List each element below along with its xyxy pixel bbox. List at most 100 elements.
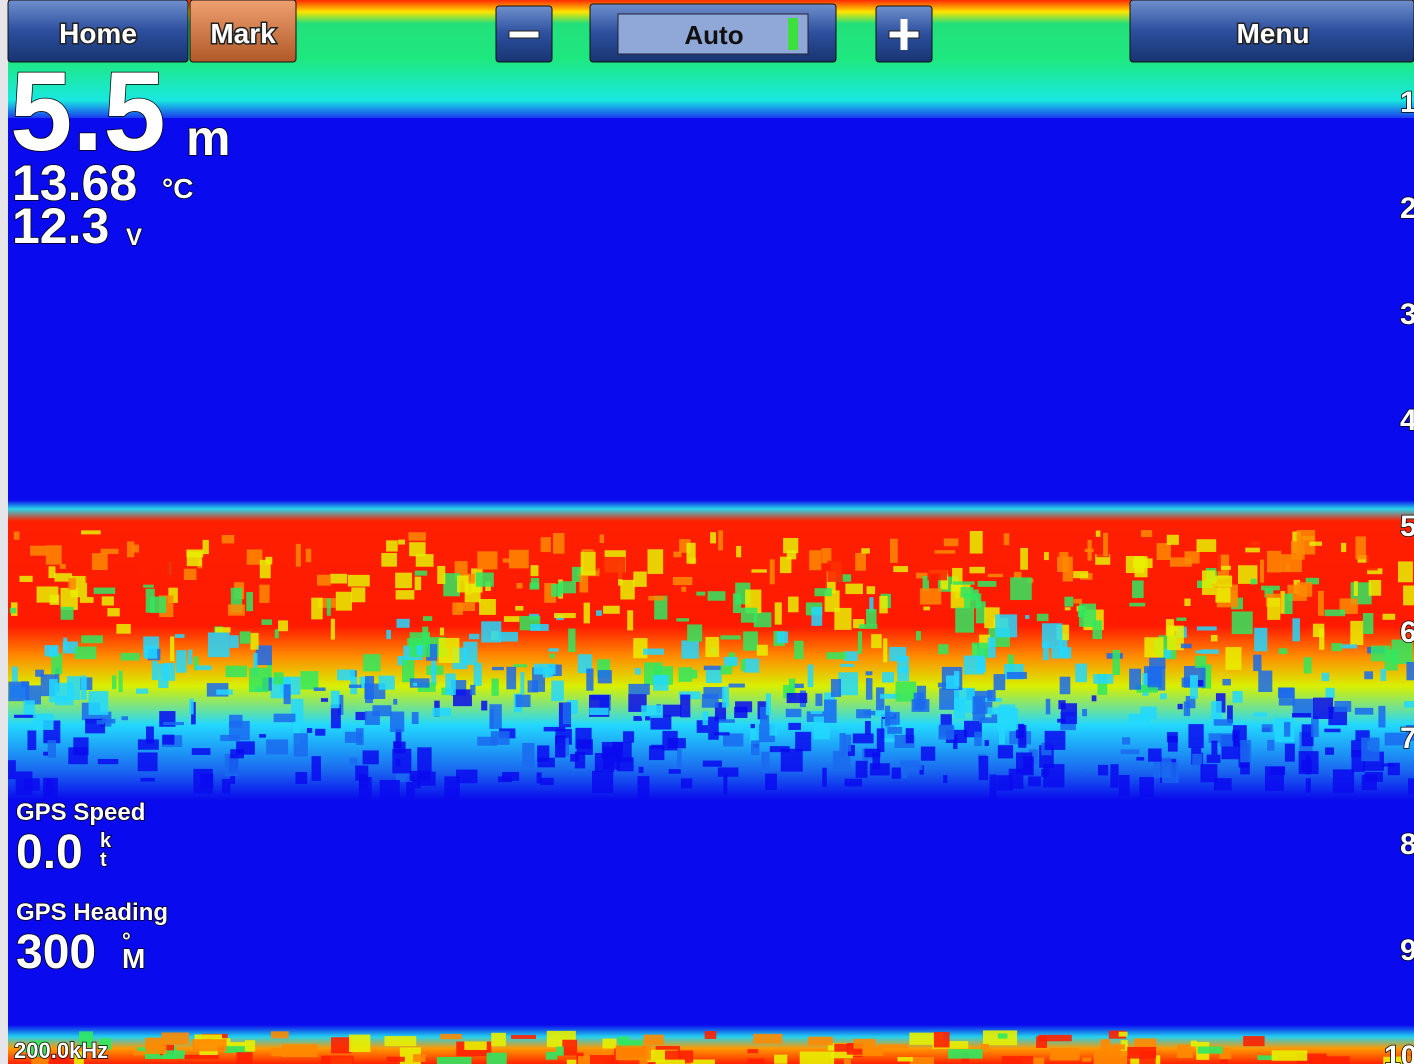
echo-speck bbox=[865, 671, 873, 676]
echo-speck bbox=[1403, 585, 1414, 606]
echo-speck bbox=[1325, 687, 1335, 699]
echo-speck bbox=[43, 777, 58, 802]
echo-speck bbox=[168, 587, 178, 603]
echo-speck bbox=[1284, 722, 1291, 737]
echo-speck bbox=[592, 770, 614, 794]
echo-speck bbox=[1353, 581, 1358, 597]
frequency: 200.0kHz bbox=[14, 1038, 108, 1063]
echo-speck bbox=[1211, 701, 1222, 724]
echo-speck bbox=[714, 702, 727, 721]
echo-speck bbox=[1144, 637, 1164, 658]
echo-speck bbox=[8, 681, 30, 702]
echo-speck bbox=[743, 658, 760, 673]
echo-speck bbox=[1387, 762, 1400, 776]
echo-speck bbox=[745, 589, 762, 614]
echo-speck bbox=[189, 698, 194, 715]
echo-speck bbox=[537, 757, 555, 768]
echo-speck bbox=[227, 604, 245, 616]
echo-speck bbox=[832, 750, 851, 769]
echo-speck bbox=[527, 680, 539, 693]
echo-speck bbox=[1097, 764, 1109, 776]
echo-speck bbox=[464, 1041, 487, 1050]
echo-speck bbox=[570, 754, 579, 762]
echo-speck bbox=[176, 650, 187, 673]
echo-speck bbox=[969, 531, 983, 554]
echo-speck bbox=[477, 551, 498, 570]
echo-speck bbox=[1103, 532, 1109, 557]
echo-speck bbox=[1278, 687, 1295, 706]
echo-speck bbox=[74, 1051, 84, 1064]
echo-speck bbox=[9, 607, 17, 614]
echo-speck bbox=[326, 598, 331, 616]
echo-speck bbox=[1216, 552, 1221, 572]
echo-speck bbox=[1215, 575, 1233, 587]
echo-speck bbox=[438, 637, 460, 663]
echo-speck bbox=[843, 651, 858, 662]
echo-speck bbox=[977, 580, 997, 587]
echo-speck bbox=[1147, 668, 1162, 688]
echo-speck bbox=[1073, 571, 1089, 579]
echo-speck bbox=[1312, 623, 1325, 638]
echo-speck bbox=[331, 1037, 352, 1054]
echo-speck bbox=[1166, 534, 1179, 545]
echo-speck bbox=[634, 667, 641, 675]
echo-speck bbox=[1364, 671, 1374, 680]
echo-speck bbox=[1389, 1056, 1414, 1064]
menu-button[interactable] bbox=[1129, 0, 1414, 63]
gps-speed-value: 0.0 bbox=[16, 826, 83, 879]
echo-speck bbox=[788, 678, 796, 701]
echo-speck bbox=[1383, 1056, 1402, 1064]
echo-speck bbox=[230, 776, 236, 784]
echo-speck bbox=[940, 714, 952, 735]
echo-speck bbox=[1087, 539, 1092, 561]
echo-speck bbox=[359, 676, 370, 689]
echo-speck bbox=[1133, 558, 1153, 569]
echo-speck bbox=[720, 635, 741, 640]
echo-speck bbox=[1120, 749, 1140, 755]
echo-speck bbox=[905, 728, 914, 744]
echo-speck bbox=[502, 771, 520, 781]
echo-speck bbox=[330, 704, 341, 729]
echo-speck bbox=[1148, 748, 1162, 762]
home-button[interactable] bbox=[7, 0, 189, 63]
echo-speck bbox=[1060, 703, 1078, 725]
echo-speck bbox=[100, 548, 119, 554]
echo-speck bbox=[979, 634, 991, 649]
echo-speck bbox=[1036, 613, 1049, 622]
echo-speck bbox=[515, 605, 524, 611]
echo-speck bbox=[295, 543, 301, 567]
echo-speck bbox=[628, 683, 650, 695]
echo-speck bbox=[1313, 697, 1334, 719]
echo-speck bbox=[808, 1036, 833, 1046]
echo-speck bbox=[723, 656, 738, 666]
mark-button[interactable] bbox=[189, 0, 297, 63]
echo-speck bbox=[151, 661, 159, 681]
echo-speck bbox=[1135, 684, 1151, 689]
echo-speck bbox=[940, 573, 949, 590]
echo-speck bbox=[1162, 762, 1179, 783]
echo-speck bbox=[897, 656, 909, 673]
echo-speck bbox=[723, 733, 744, 747]
echo-speck bbox=[554, 613, 576, 619]
echo-speck bbox=[865, 678, 873, 700]
echo-speck bbox=[704, 1031, 717, 1039]
echo-speck bbox=[920, 746, 936, 761]
echo-speck bbox=[776, 631, 789, 644]
echo-speck bbox=[445, 673, 456, 696]
echo-speck bbox=[1332, 769, 1355, 794]
echo-speck bbox=[221, 535, 235, 544]
echo-speck bbox=[996, 775, 1013, 791]
echo-speck bbox=[85, 561, 97, 583]
echo-speck bbox=[714, 732, 730, 736]
echo-speck bbox=[170, 636, 175, 662]
echo-speck bbox=[463, 573, 475, 584]
echo-speck bbox=[118, 670, 123, 693]
echo-speck bbox=[1180, 643, 1192, 649]
echo-speck bbox=[499, 631, 518, 642]
echo-speck bbox=[355, 765, 369, 781]
echo-speck bbox=[193, 768, 213, 794]
echo-speck bbox=[349, 1034, 371, 1053]
echo-speck bbox=[556, 1046, 564, 1056]
echo-speck bbox=[848, 1047, 884, 1056]
gps-heading-unit-bottom: M bbox=[122, 943, 145, 974]
